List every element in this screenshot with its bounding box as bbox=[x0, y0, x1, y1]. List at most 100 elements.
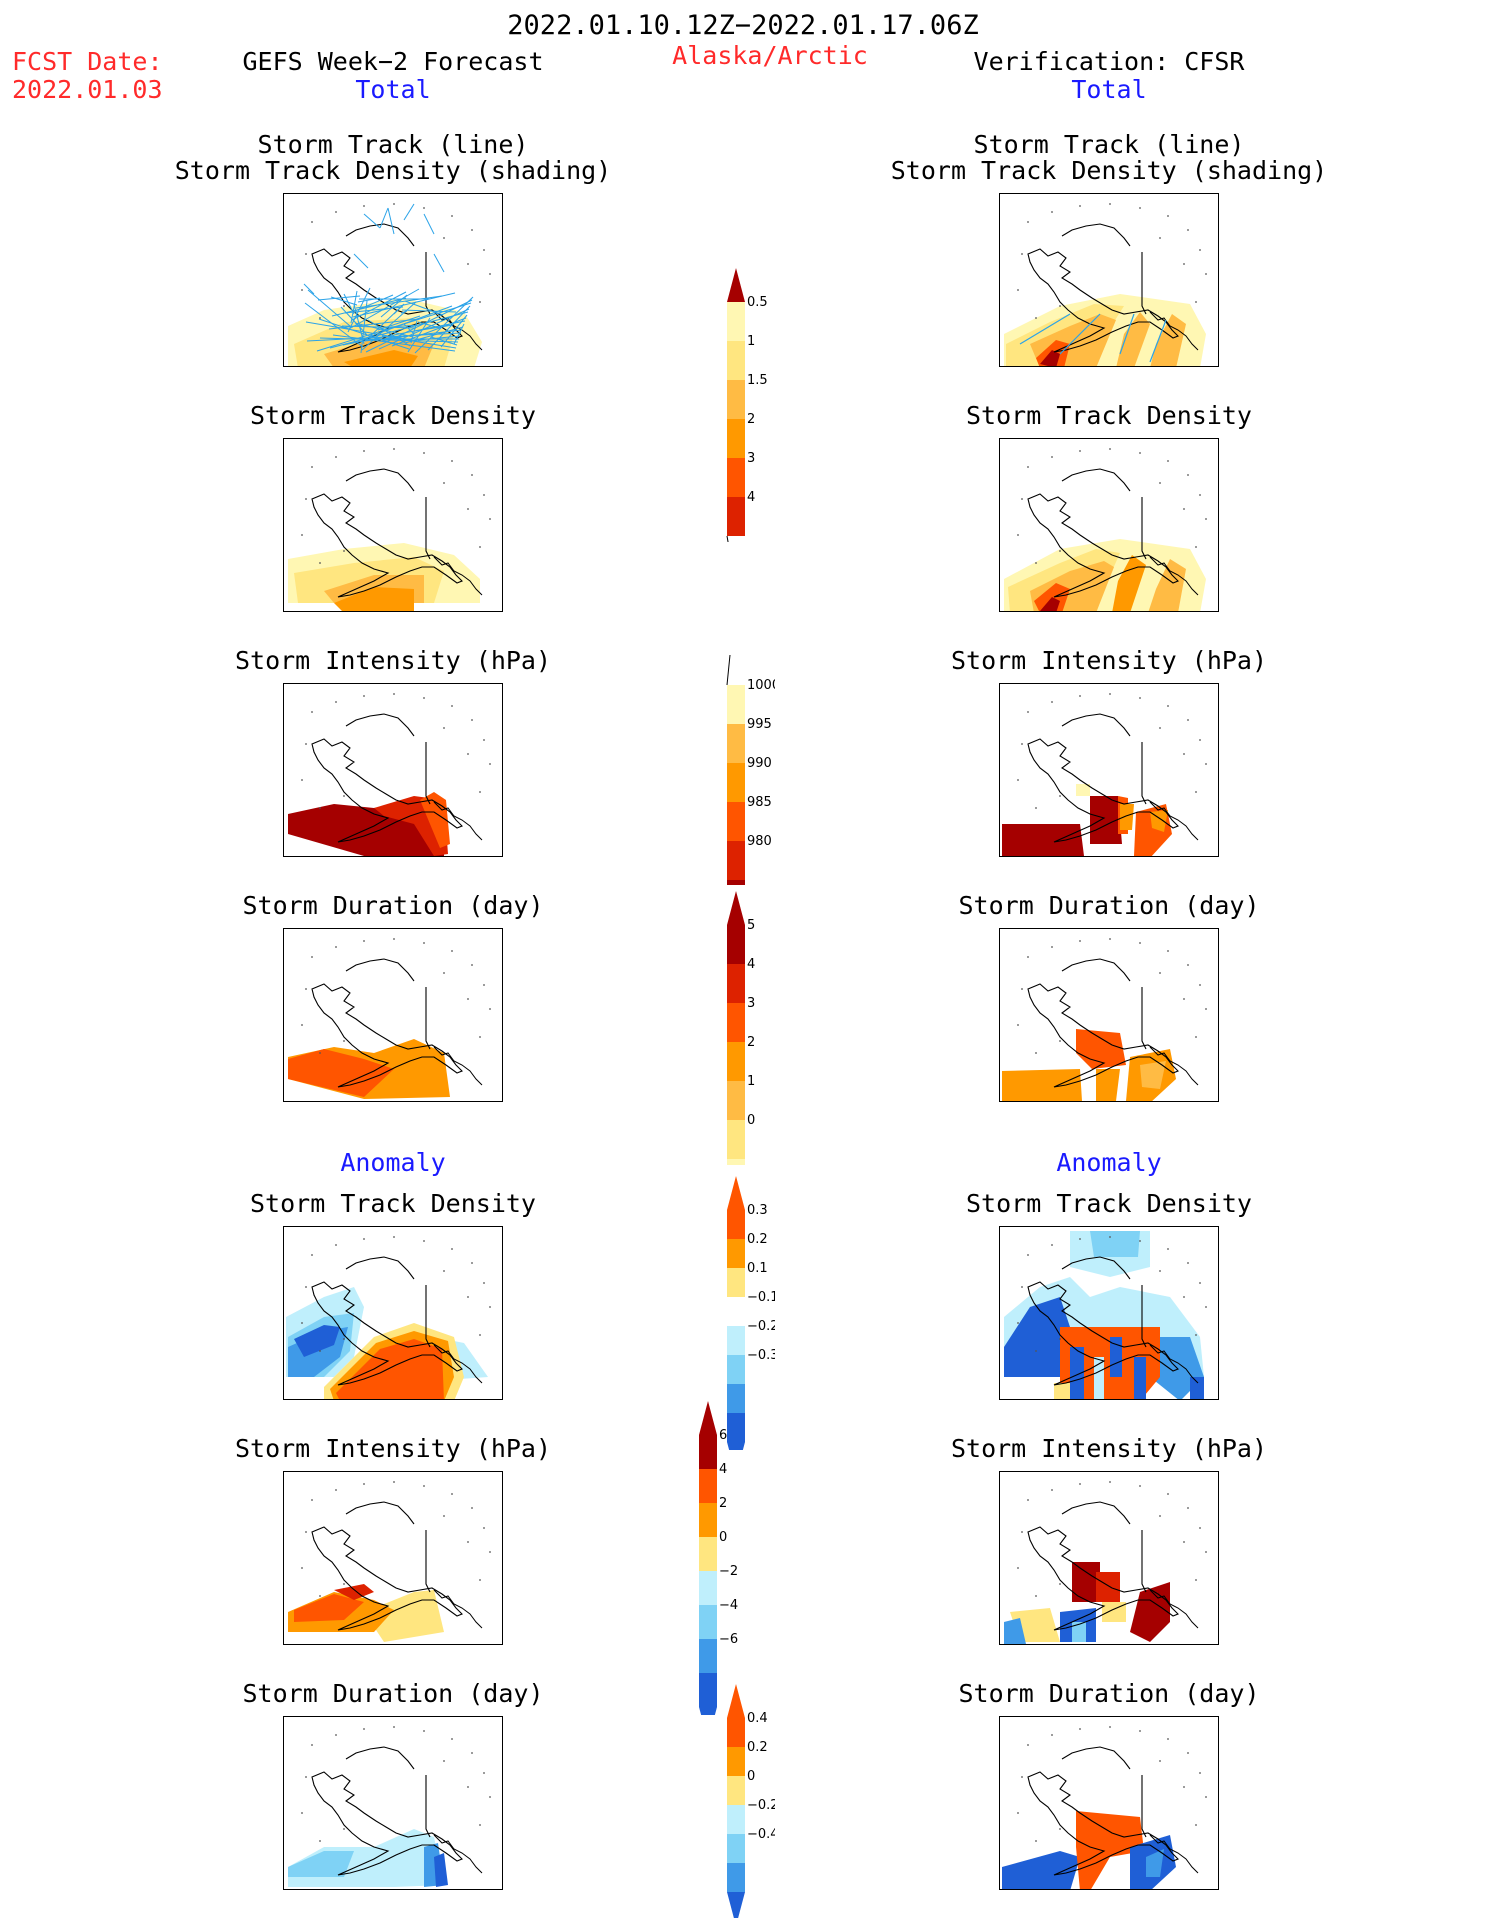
alaska-coastline bbox=[1027, 738, 1179, 843]
grid-dot bbox=[393, 1481, 395, 1483]
grid-dot bbox=[1109, 1236, 1111, 1238]
map-svg bbox=[286, 1236, 491, 1399]
panhandle-coast bbox=[433, 1834, 483, 1874]
grid-dot bbox=[483, 1772, 485, 1774]
shading-region bbox=[294, 1325, 340, 1357]
storm-track-line bbox=[348, 288, 420, 330]
grid-dot bbox=[1199, 249, 1201, 251]
colorbar-block bbox=[699, 1435, 717, 1469]
grid-dot bbox=[301, 1567, 303, 1569]
grid-dot bbox=[479, 301, 481, 303]
colorbar-tick-label: 995 bbox=[747, 717, 772, 732]
grid-dot bbox=[1139, 1730, 1141, 1732]
grid-dot bbox=[451, 950, 453, 952]
grid-dot bbox=[1109, 203, 1111, 205]
colorbar-tick-label: −0.4 bbox=[747, 1827, 775, 1842]
grid-dot bbox=[1059, 1828, 1061, 1830]
colorbar-arrow-top bbox=[699, 1401, 717, 1435]
shading-region bbox=[1134, 1357, 1146, 1399]
shading-region bbox=[434, 1853, 448, 1887]
grid-dot bbox=[1035, 807, 1037, 809]
colorbar-block bbox=[727, 1120, 745, 1159]
map-right-density bbox=[999, 438, 1219, 612]
shading-region bbox=[1070, 1347, 1084, 1399]
colorbar-block bbox=[699, 1571, 717, 1605]
storm-track-line bbox=[318, 318, 410, 350]
grid-dot bbox=[1051, 1489, 1053, 1491]
left-anom-duration-title: Storm Duration (day) bbox=[242, 1679, 544, 1708]
grid-dot bbox=[1195, 791, 1197, 793]
colorbar-arrow-top bbox=[727, 1684, 745, 1718]
colorbar-density-anom: 0.3 0.2 0.1 −0.1 −0.2 −0.3 bbox=[727, 1176, 775, 1450]
left-anom-density-title: Storm Track Density bbox=[250, 1189, 536, 1218]
grid-dot bbox=[335, 211, 337, 213]
grid-dot bbox=[443, 482, 445, 484]
grid-dot bbox=[301, 1024, 303, 1026]
grid-dot bbox=[1195, 1036, 1197, 1038]
grid-dot bbox=[1199, 984, 1201, 986]
grid-dot bbox=[423, 697, 425, 699]
map-left-anom-duration bbox=[283, 1716, 503, 1890]
right-intensity-title: Storm Intensity (hPa) bbox=[950, 646, 1268, 675]
panhandle-coast bbox=[1149, 311, 1199, 351]
colorbar-block bbox=[727, 1355, 745, 1384]
colorbar-tick-label: 4 bbox=[719, 1462, 727, 1477]
grid-dot bbox=[1027, 221, 1029, 223]
alaska-coastline bbox=[1027, 1281, 1179, 1386]
storm-track-line bbox=[377, 315, 421, 331]
canada-border bbox=[1141, 987, 1147, 1050]
grid-dot bbox=[301, 534, 303, 536]
colorbar-tick-label: 0.2 bbox=[747, 1740, 768, 1755]
alaska-coastline bbox=[311, 1281, 463, 1386]
shading-region bbox=[334, 587, 414, 611]
panhandle-coast bbox=[1149, 801, 1199, 841]
grid-dot bbox=[1059, 1583, 1061, 1585]
canada-border bbox=[1141, 1775, 1147, 1838]
grid-dot bbox=[335, 456, 337, 458]
grid-dot bbox=[1167, 215, 1169, 217]
grid-dot bbox=[471, 229, 473, 231]
colorbar-block bbox=[727, 1747, 745, 1776]
grid-dot bbox=[1167, 1493, 1169, 1495]
colorbar-block bbox=[727, 724, 745, 763]
map-svg bbox=[288, 1726, 491, 1887]
grid-dot bbox=[311, 466, 313, 468]
map-svg bbox=[1004, 448, 1207, 611]
grid-dot bbox=[1159, 1515, 1161, 1517]
right-anom-duration-title: Storm Duration (day) bbox=[958, 1679, 1260, 1708]
storm-track-line bbox=[1149, 319, 1167, 363]
grid-dot bbox=[305, 1776, 307, 1778]
colorbar-tick-label: −2 bbox=[719, 1564, 738, 1579]
grid-dot bbox=[1021, 1776, 1023, 1778]
colorbar-block bbox=[699, 1537, 717, 1571]
shading-region bbox=[1096, 1572, 1120, 1602]
colorbar-block bbox=[727, 458, 745, 497]
colorbar-block bbox=[727, 1776, 745, 1805]
colorbar-block bbox=[699, 1673, 717, 1707]
shading-region bbox=[1002, 1851, 1080, 1889]
storm-track-line bbox=[1019, 313, 1071, 345]
grid-dot bbox=[1021, 1286, 1023, 1288]
alaska-coastline bbox=[311, 983, 463, 1088]
alaska-coastline bbox=[1027, 1526, 1179, 1631]
grid-dot bbox=[1079, 1483, 1081, 1485]
colorbar-tick-label: 6 bbox=[719, 1428, 727, 1443]
colorbar-block bbox=[699, 1503, 717, 1537]
grid-dot bbox=[1183, 998, 1185, 1000]
grid-dot bbox=[423, 452, 425, 454]
colorbar-tick-label: 4 bbox=[747, 490, 755, 505]
grid-dot bbox=[1139, 452, 1141, 454]
shading-region bbox=[1040, 350, 1060, 366]
arctic-coastline bbox=[345, 223, 415, 247]
shading-region bbox=[1110, 1337, 1122, 1377]
grid-dot bbox=[489, 1306, 491, 1308]
grid-dot bbox=[1167, 705, 1169, 707]
grid-dot bbox=[467, 753, 469, 755]
colorbar-tick-label: 2 bbox=[747, 1035, 755, 1050]
grid-dot bbox=[305, 988, 307, 990]
arctic-coastline bbox=[345, 1501, 415, 1525]
grid-dot bbox=[1199, 1282, 1201, 1284]
storm-track-line bbox=[331, 297, 407, 317]
canada-border bbox=[425, 1775, 431, 1838]
colorbar-tick-label: 0.5 bbox=[747, 295, 768, 310]
